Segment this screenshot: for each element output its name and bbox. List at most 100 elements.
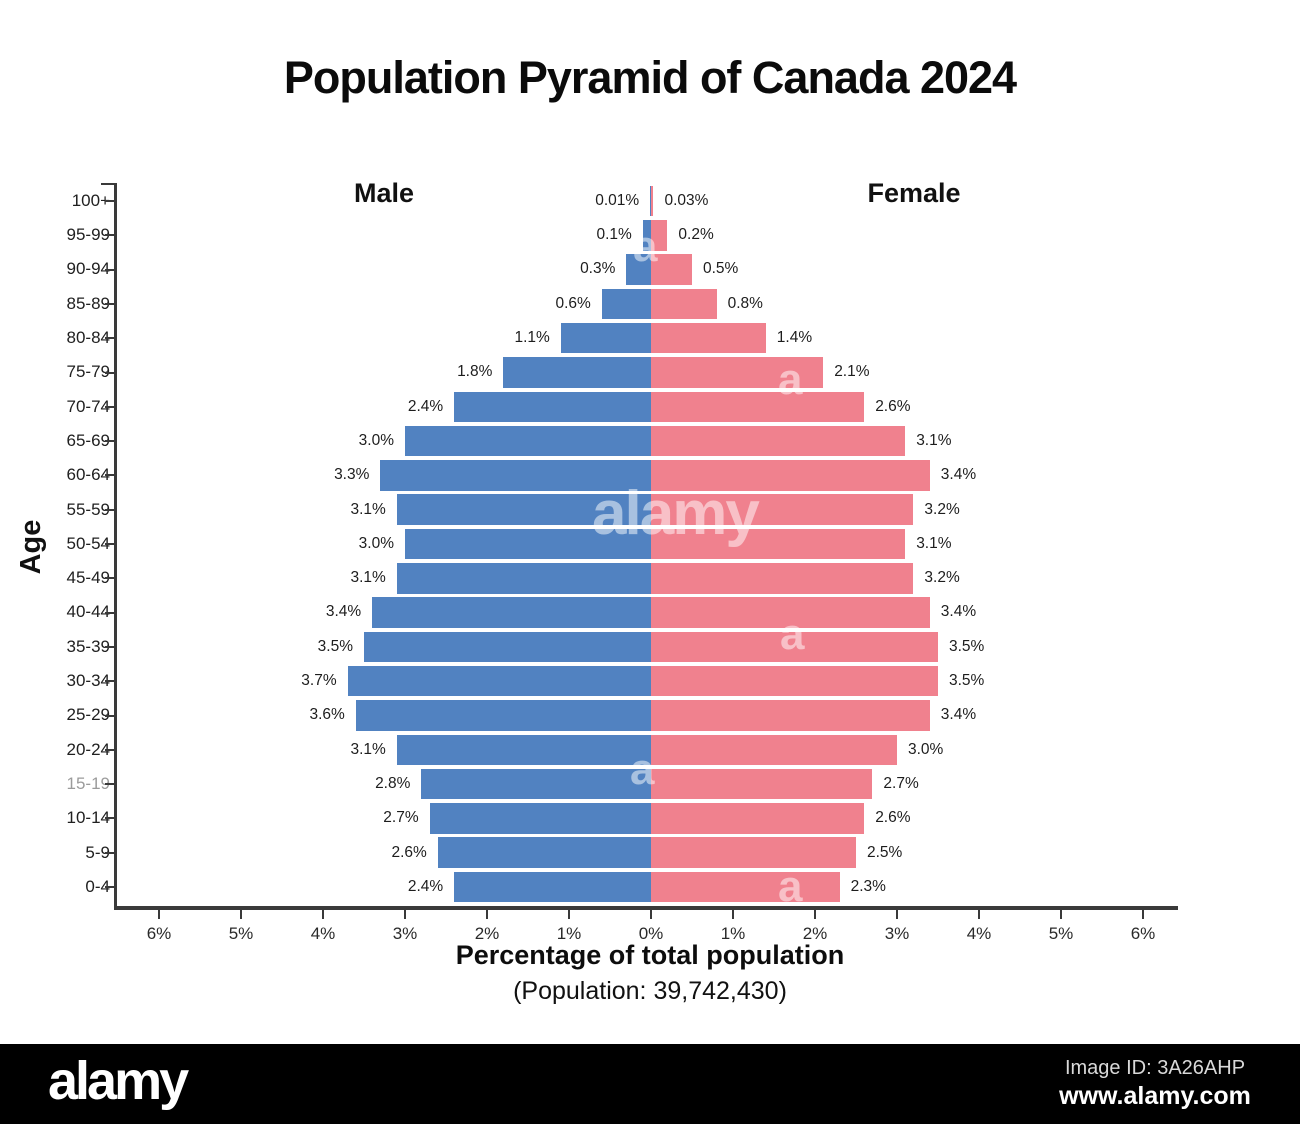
y-axis-tick <box>105 268 115 271</box>
x-tick-label: 5% <box>228 924 254 943</box>
x-tick-label: 3% <box>884 924 910 943</box>
x-tick-label: 4% <box>310 924 336 943</box>
female-value-label: 0.03% <box>664 191 709 209</box>
male-bar <box>429 803 651 834</box>
female-value-label: 0.5% <box>703 260 739 278</box>
age-tick-label: 80-84 <box>66 328 110 348</box>
female-value-label: 0.2% <box>678 226 714 244</box>
male-value-label: 3.1% <box>350 569 386 587</box>
male-value-label: 3.6% <box>309 706 345 724</box>
male-bar <box>421 768 651 800</box>
x-axis-tick <box>240 910 242 919</box>
x-axis-tick <box>650 910 652 919</box>
x-tick-label: 0% <box>638 924 664 943</box>
male-bar <box>396 494 651 525</box>
x-axis-tick <box>486 910 488 919</box>
alamy-logo: alamy <box>48 1051 189 1111</box>
female-value-label: 2.7% <box>883 774 919 792</box>
y-axis-tick <box>105 680 115 683</box>
female-bar <box>651 563 914 594</box>
male-bar <box>503 357 651 388</box>
x-axis-tick <box>322 910 324 919</box>
y-axis-tick <box>105 371 115 374</box>
female-value-label: 3.4% <box>940 706 977 724</box>
male-value-label: 0.3% <box>580 260 616 278</box>
male-bar <box>396 563 651 594</box>
footer-bar: alamy Image ID: 3A26AHP www.alamy.com <box>0 1044 1300 1124</box>
y-axis-tick <box>105 748 115 751</box>
male-value-label: 3.0% <box>358 431 394 449</box>
female-bar <box>651 700 930 731</box>
male-bar <box>454 871 651 903</box>
x-tick-label: 3% <box>392 924 418 943</box>
female-legend-label: Female <box>867 178 961 208</box>
age-tick-label: 45-49 <box>66 568 110 588</box>
x-axis-tick <box>404 910 406 919</box>
y-axis-end-cap <box>101 183 114 185</box>
x-tick-label: 6% <box>1130 924 1156 943</box>
female-bar <box>651 803 865 834</box>
female-bar <box>651 460 930 491</box>
age-tick-label: 75-79 <box>66 362 110 382</box>
female-bar <box>651 391 865 423</box>
footer-credits: Image ID: 3A26AHP www.alamy.com <box>1040 1055 1270 1111</box>
y-axis-tick <box>105 508 115 511</box>
y-axis-tick <box>105 714 115 717</box>
x-axis-tick <box>1142 910 1144 919</box>
female-bar <box>651 185 654 217</box>
male-value-label: 3.1% <box>350 740 386 758</box>
male-bar <box>454 391 651 423</box>
age-tick-label: 5-9 <box>85 842 110 862</box>
x-axis-tick <box>158 910 160 919</box>
y-axis-tick <box>105 405 115 408</box>
male-bar <box>372 597 651 628</box>
male-value-label: 3.1% <box>350 500 386 518</box>
x-axis-tick <box>896 910 898 919</box>
male-bar <box>347 665 651 697</box>
age-tick-label: 25-29 <box>66 705 110 725</box>
female-value-label: 2.6% <box>875 809 911 827</box>
x-axis-tick <box>814 910 816 919</box>
age-tick-label: 90-94 <box>66 259 110 279</box>
female-bar <box>651 528 906 560</box>
male-value-label: 3.0% <box>358 534 394 552</box>
age-tick-label: 35-39 <box>66 636 110 656</box>
female-bar <box>651 665 938 697</box>
male-bar <box>396 734 651 766</box>
age-tick-label: 20-24 <box>66 739 110 759</box>
male-bar <box>626 254 651 285</box>
male-bar <box>601 288 651 320</box>
age-tick-label: 100+ <box>71 190 110 210</box>
female-bar <box>651 871 840 903</box>
age-tick-label: 65-69 <box>66 430 110 450</box>
male-value-label: 3.7% <box>301 672 337 690</box>
age-tick-label: 55-59 <box>66 499 110 519</box>
female-bar <box>651 494 914 525</box>
age-tick-label: 15-19 <box>66 773 110 793</box>
female-bar <box>651 288 717 320</box>
male-value-label: 3.5% <box>317 637 353 655</box>
male-value-label: 2.8% <box>375 774 411 792</box>
x-tick-label: 1% <box>556 924 582 943</box>
chart-title: Population Pyramid of Canada 2024 <box>283 52 1017 103</box>
male-value-label: 0.6% <box>555 294 591 312</box>
age-tick-label: 40-44 <box>66 602 110 622</box>
male-bar <box>380 460 651 491</box>
x-axis-tick <box>1060 910 1062 919</box>
male-value-label: 2.4% <box>407 877 444 895</box>
age-tick-label: 30-34 <box>66 671 110 691</box>
male-bar <box>405 425 651 457</box>
female-bar <box>651 837 856 868</box>
male-bar <box>650 185 651 217</box>
age-tick-label: 0-4 <box>85 876 110 896</box>
female-bar <box>651 254 692 285</box>
y-axis-tick <box>105 543 115 545</box>
x-tick-label: 2% <box>474 924 500 943</box>
male-bar <box>364 631 651 663</box>
female-value-label: 2.1% <box>834 363 870 381</box>
y-axis-tick <box>105 440 115 443</box>
age-tick-label: 50-54 <box>66 533 110 553</box>
female-value-label: 0.8% <box>727 294 763 312</box>
male-value-label: 0.1% <box>596 226 632 244</box>
